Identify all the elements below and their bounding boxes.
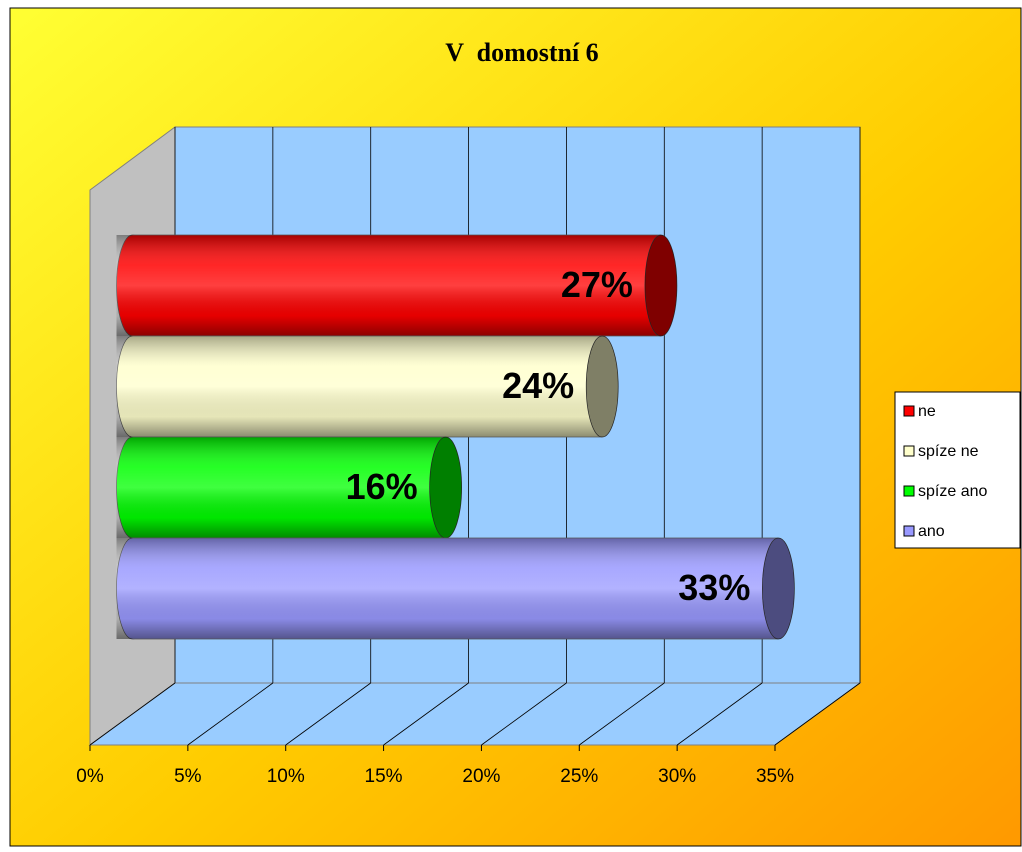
x-tick-label: 25% [560, 766, 598, 787]
grid-line [187, 682, 274, 746]
bar-end-shade [762, 538, 795, 639]
bar-end-shade [429, 437, 462, 538]
x-tick-label: 10% [267, 766, 305, 787]
legend-swatch [903, 445, 915, 457]
x-tick-label: 20% [462, 766, 500, 787]
legend [894, 391, 1021, 549]
legend-label: ano [918, 523, 945, 540]
x-tick-label: 0% [76, 766, 104, 787]
grid-line [481, 682, 567, 746]
bar-shade [116, 235, 661, 336]
legend-label: spíze ano [918, 483, 987, 500]
grid-line [774, 682, 861, 746]
data-label: 27% [561, 264, 633, 305]
bar-shade [116, 437, 446, 538]
bar-end-shade [586, 336, 619, 437]
legend-swatch [903, 525, 915, 537]
data-label: 33% [678, 567, 750, 608]
chart-title: V domostní 6 [445, 38, 598, 67]
x-tick-label: 5% [174, 766, 202, 787]
data-label: 24% [502, 365, 574, 406]
x-tick-label: 15% [365, 766, 403, 787]
grid-line [89, 682, 176, 746]
grid-line [383, 682, 469, 746]
x-tick-label: 35% [756, 766, 794, 787]
bar-shade [116, 336, 603, 437]
grid-line [285, 682, 371, 746]
legend-label: spíze ne [918, 443, 979, 460]
legend-label: ne [918, 403, 936, 420]
x-tick-label: 30% [658, 766, 696, 787]
legend-swatch [903, 405, 915, 417]
floor [88, 682, 862, 746]
grid-line [579, 682, 665, 746]
legend-swatch [903, 485, 915, 497]
bar-end-shade [644, 235, 677, 336]
data-label: 16% [346, 466, 418, 507]
grid-line [676, 682, 763, 746]
bar-shade [116, 538, 779, 639]
